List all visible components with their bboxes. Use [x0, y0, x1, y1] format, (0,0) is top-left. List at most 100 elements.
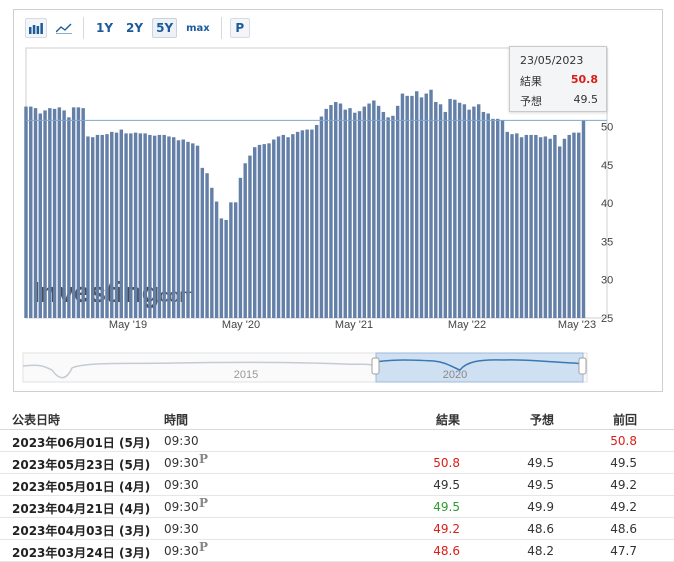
bar[interactable]: [272, 139, 276, 318]
bar[interactable]: [214, 201, 219, 318]
bar[interactable]: [86, 136, 90, 318]
bar[interactable]: [410, 95, 414, 318]
bar[interactable]: [71, 107, 76, 318]
bar[interactable]: [510, 134, 514, 318]
bar[interactable]: [167, 136, 171, 318]
bar[interactable]: [538, 137, 543, 318]
bar[interactable]: [300, 130, 305, 318]
bar[interactable]: [148, 134, 152, 318]
bar[interactable]: [229, 202, 233, 318]
range-max-button[interactable]: max: [186, 22, 210, 34]
bar[interactable]: [195, 145, 200, 318]
bar[interactable]: [248, 155, 252, 318]
bar[interactable]: [457, 102, 462, 318]
bar[interactable]: [67, 117, 71, 318]
bar[interactable]: [562, 138, 567, 318]
bar[interactable]: [543, 136, 548, 318]
bar[interactable]: [81, 108, 85, 319]
bar[interactable]: [524, 134, 529, 318]
bar[interactable]: [219, 218, 224, 318]
bar[interactable]: [205, 173, 209, 318]
bar[interactable]: [395, 105, 400, 318]
bar[interactable]: [33, 108, 38, 319]
bar[interactable]: [105, 134, 109, 318]
bar[interactable]: [515, 133, 519, 318]
bar[interactable]: [353, 112, 357, 319]
bar[interactable]: [48, 108, 52, 319]
bar[interactable]: [110, 131, 114, 318]
bar[interactable]: [172, 137, 176, 318]
bar[interactable]: [491, 118, 495, 318]
navigator-right-handle[interactable]: [578, 357, 587, 375]
bar[interactable]: [324, 108, 328, 318]
bar[interactable]: [367, 103, 371, 319]
bar[interactable]: [424, 93, 428, 318]
bar[interactable]: [90, 137, 95, 318]
bar[interactable]: [233, 202, 238, 318]
navigator-selection[interactable]: [375, 352, 584, 383]
bar[interactable]: [191, 143, 195, 318]
bar[interactable]: [472, 106, 476, 318]
bar[interactable]: [343, 109, 347, 319]
range-5y-button[interactable]: 5Y: [152, 18, 178, 38]
bar[interactable]: [24, 106, 28, 318]
bar[interactable]: [281, 134, 286, 318]
bar[interactable]: [386, 117, 390, 318]
bar[interactable]: [400, 93, 405, 318]
bar[interactable]: [448, 98, 452, 318]
header-release-date[interactable]: 公表日時: [12, 413, 61, 427]
bar[interactable]: [415, 91, 419, 318]
bar[interactable]: [200, 167, 205, 318]
navigator-left-handle[interactable]: [371, 357, 380, 375]
bar[interactable]: [157, 134, 162, 318]
bar[interactable]: [162, 134, 166, 318]
header-time[interactable]: 時間: [164, 413, 189, 427]
bar[interactable]: [291, 134, 295, 318]
preliminary-toggle-button[interactable]: P: [229, 18, 250, 38]
bar[interactable]: [462, 104, 467, 318]
bar[interactable]: [443, 111, 448, 318]
bar[interactable]: [381, 111, 386, 318]
bar[interactable]: [486, 113, 490, 318]
bar[interactable]: [305, 129, 309, 318]
bar[interactable]: [138, 133, 143, 318]
bar[interactable]: [319, 116, 324, 318]
bar[interactable]: [262, 144, 266, 318]
bar[interactable]: [476, 104, 481, 318]
bar[interactable]: [481, 111, 486, 318]
bar[interactable]: [186, 141, 190, 318]
bar[interactable]: [438, 104, 443, 318]
bar[interactable]: [405, 95, 409, 318]
bar[interactable]: [310, 129, 314, 318]
bar[interactable]: [548, 138, 552, 318]
bar[interactable]: [534, 134, 538, 318]
bar[interactable]: [52, 108, 57, 318]
bar[interactable]: [529, 134, 533, 318]
bar[interactable]: [376, 105, 381, 318]
bar[interactable]: [391, 115, 395, 318]
bar[interactable]: [519, 137, 524, 318]
bar[interactable]: [348, 108, 352, 319]
header-actual[interactable]: 結果: [435, 413, 460, 427]
bar[interactable]: [286, 137, 290, 318]
bar[interactable]: [567, 134, 571, 318]
bar[interactable]: [267, 143, 271, 318]
bar[interactable]: [572, 132, 576, 318]
bar[interactable]: [243, 163, 247, 318]
bar[interactable]: [57, 107, 62, 318]
bar[interactable]: [143, 133, 147, 318]
bar[interactable]: [95, 134, 100, 318]
bar[interactable]: [557, 146, 562, 318]
range-2y-button[interactable]: 2Y: [126, 21, 144, 35]
bar[interactable]: [124, 133, 128, 318]
header-previous[interactable]: 前回: [612, 413, 637, 427]
header-forecast[interactable]: 予想: [529, 413, 554, 427]
bar[interactable]: [129, 133, 133, 318]
bar[interactable]: [295, 131, 300, 318]
bar[interactable]: [38, 113, 43, 318]
bar[interactable]: [238, 177, 243, 318]
bar[interactable]: [210, 187, 214, 318]
bar[interactable]: [43, 110, 47, 318]
bar[interactable]: [253, 147, 257, 318]
bar[interactable]: [62, 110, 66, 318]
